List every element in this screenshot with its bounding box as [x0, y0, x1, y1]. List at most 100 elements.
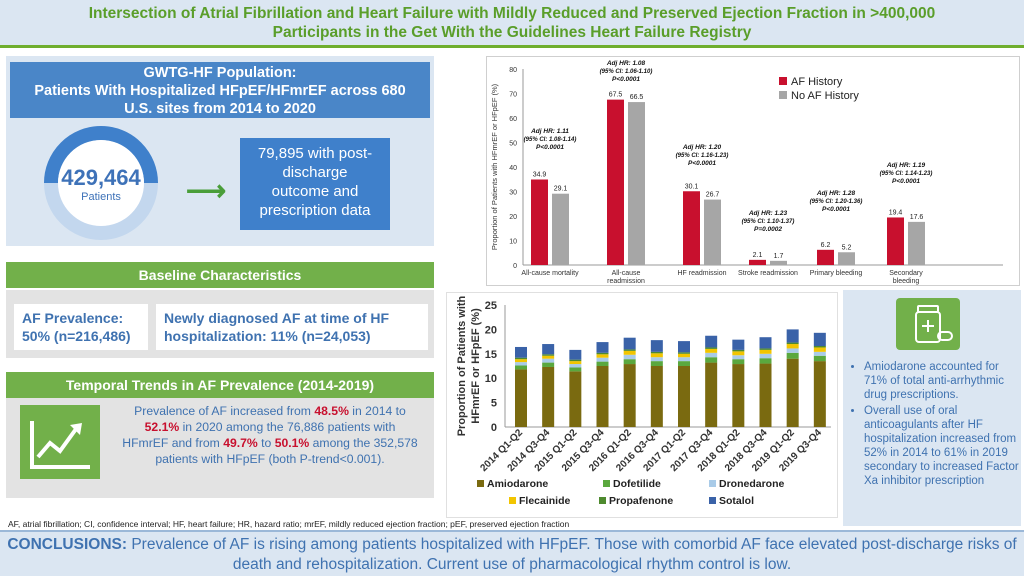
annotation-p: P<0.0001 — [892, 178, 920, 185]
annotation-p: P<0.0001 — [688, 160, 716, 167]
annotation-ci: (95% CI: 1.20-1.36) — [810, 199, 863, 205]
annotation-ci: (95% CI: 1.06-1.10) — [600, 69, 653, 75]
stack-segment-amiodarone — [786, 358, 799, 427]
stack-segment-sotalol — [650, 340, 663, 352]
stack-segment-flecainide — [650, 353, 663, 358]
annotation-p: P<0.0001 — [536, 144, 564, 151]
bar-af-history — [817, 249, 834, 265]
stack-segment-dronedarone — [759, 353, 772, 359]
stack-segment-flecainide — [705, 348, 718, 353]
post-line-1: 79,895 with post- — [257, 145, 373, 162]
annotation-hr: Adj HR: 1.11 — [530, 128, 569, 135]
legend-label-amiodarone: Amiodarone — [487, 478, 548, 490]
x-tick-label: Secondary — [889, 270, 923, 277]
new-af-line-2: hospitalization: 11% (n=24,053) — [164, 328, 371, 344]
data-label-no-af: 17.6 — [910, 214, 924, 221]
stack-segment-propafenone — [623, 349, 636, 351]
post-line-2: discharge — [282, 164, 348, 181]
bar-no-af-history — [908, 221, 925, 265]
y-tick-label: 10 — [485, 373, 497, 385]
x-tick-label: All-cause — [612, 270, 641, 277]
x-tick-label: All-cause mortality — [521, 270, 579, 277]
donut-center — [58, 140, 144, 226]
stack-segment-dofetilide — [650, 361, 663, 366]
conclusions-text: Prevalence of AF is rising among patient… — [127, 536, 1017, 573]
stack-segment-sotalol — [813, 332, 826, 346]
stack-segment-dronedarone — [813, 351, 826, 356]
stack-segment-sotalol — [678, 341, 690, 353]
stack-segment-amiodarone — [678, 366, 690, 427]
stack-segment-dronedarone — [786, 348, 799, 353]
stack-segment-dronedarone — [678, 357, 690, 362]
stack-segment-amiodarone — [759, 363, 772, 427]
stack-segment-propafenone — [515, 357, 527, 360]
post-discharge-box: 79,895 with post- discharge outcome and … — [240, 138, 390, 230]
post-line-4: prescription data — [259, 202, 371, 219]
bar-af-history — [683, 191, 700, 265]
x-tick-label: Stroke readmission — [738, 270, 798, 277]
stack-segment-amiodarone — [813, 361, 826, 427]
y-tick-label: 80 — [509, 67, 517, 74]
stack-segment-flecainide — [813, 347, 826, 352]
stack-segment-propafenone — [542, 354, 555, 356]
new-af-box: Newly diagnosed AF at time of HF hospita… — [156, 304, 428, 350]
stack-segment-propafenone — [678, 352, 690, 354]
stack-segment-dronedarone — [705, 352, 718, 358]
y-axis-label: Proportion of Patients with HFmrEF or HF… — [490, 83, 499, 250]
y-tick-label: 30 — [509, 190, 517, 197]
stack-segment-propafenone — [650, 351, 663, 354]
stack-segment-propafenone — [569, 359, 582, 362]
legend-swatch-dronedarone — [709, 480, 716, 487]
legend-label-propafenone: Propafenone — [609, 495, 673, 507]
annotation-ci: (95% CI: 1.10-1.37) — [742, 219, 795, 225]
stack-segment-dronedarone — [732, 355, 745, 360]
y-tick-label: 0 — [513, 263, 517, 270]
stack-segment-flecainide — [569, 361, 582, 365]
legend-swatch-propafenone — [599, 497, 606, 504]
stack-segment-sotalol — [759, 337, 772, 349]
legend-label-sotalol: Sotalol — [719, 495, 754, 507]
annotation-ci: (95% CI: 1.14-1.23) — [880, 171, 933, 177]
legend-label-no-af: No AF History — [791, 90, 859, 102]
stack-segment-sotalol — [596, 342, 609, 353]
y-tick-label: 20 — [509, 214, 517, 221]
legend-swatch-flecainide — [509, 497, 516, 504]
annotation-ci: (95% CI: 1.08-1.14) — [524, 137, 577, 143]
stack-segment-amiodarone — [542, 366, 555, 427]
stack-segment-amiodarone — [596, 366, 609, 427]
stack-segment-dronedarone — [542, 358, 555, 363]
stack-segment-propafenone — [596, 352, 609, 355]
legend-label-flecainide: Flecainide — [519, 495, 571, 507]
stack-segment-amiodarone — [569, 371, 582, 427]
annotation-p: P<0.0001 — [612, 76, 640, 83]
antiarrhythmic-stacked-chart: 0 5 10 15 20 25 Proportion of Patients with HFm… — [456, 295, 831, 507]
y-tick-label: 10 — [509, 239, 517, 246]
donut-ring-segment — [44, 126, 158, 184]
annotation-hr: Adj HR: 1.20 — [682, 144, 722, 151]
stack-segment-dronedarone — [569, 364, 582, 368]
stack-segment-dofetilide — [515, 365, 527, 370]
stack-segment-dofetilide — [596, 361, 609, 366]
stack-segment-dronedarone — [650, 357, 663, 362]
y-axis-label-line-2: HFmrEF or HFpEF (%) — [470, 308, 482, 424]
title-line-1: Intersection of Atrial Fibrillation and … — [88, 5, 936, 22]
stack-segment-dofetilide — [678, 361, 690, 366]
y-tick-label: 25 — [485, 300, 497, 312]
stack-segment-dronedarone — [515, 362, 527, 366]
bar-no-af-history — [838, 252, 855, 265]
conclusions-label: CONCLUSIONS: — [7, 536, 128, 553]
x-tick-label: HF readmission — [677, 270, 726, 277]
bar-no-af-history — [704, 199, 721, 265]
y-tick-label: 15 — [485, 349, 497, 361]
legend-label-dofetilide: Dofetilide — [613, 478, 661, 490]
side-findings-list: Amiodarone accounted for 71% of total an… — [850, 360, 1020, 490]
bar-af-history — [749, 259, 766, 265]
x-tick-label: readmission — [607, 278, 645, 285]
bar-no-af-history — [770, 260, 787, 265]
new-af-line-1: Newly diagnosed AF at time of HF — [164, 310, 390, 326]
stack-segment-sotalol — [515, 346, 527, 358]
x-tick-label: bleeding — [893, 278, 920, 285]
abbreviations-footnote: AF, atrial fibrillation; CI, confidence … — [8, 519, 570, 529]
x-tick-label: Primary bleeding — [810, 270, 863, 277]
annotation-hr: Adj HR: 1.23 — [748, 210, 788, 217]
